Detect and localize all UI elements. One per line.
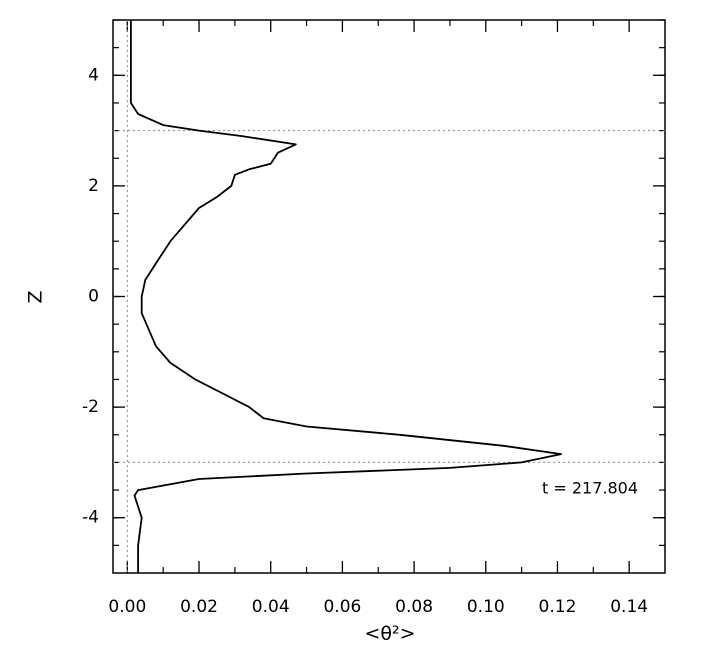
y-tick-label: -2 [82,397,99,417]
y-tick-label: -4 [82,508,99,528]
x-tick-label: 0.02 [180,597,218,617]
x-tick-label: 0.12 [539,597,577,617]
x-tick-label: 0.04 [252,597,290,617]
annotation: t = 217.804 [542,479,638,498]
y-tick-label: 2 [88,176,99,196]
y-tick-label: 0 [88,287,99,307]
x-tick-label: 0.14 [610,597,648,617]
x-axis-label: <θ²> [364,623,415,645]
x-tick-label: 0.08 [395,597,433,617]
y-tick-label: 4 [88,65,99,85]
y-axis-label: Z [25,290,47,303]
x-tick-label: 0.00 [108,597,146,617]
x-tick-label: 0.10 [467,597,505,617]
data-line [130,20,562,573]
x-tick-label: 0.06 [323,597,361,617]
